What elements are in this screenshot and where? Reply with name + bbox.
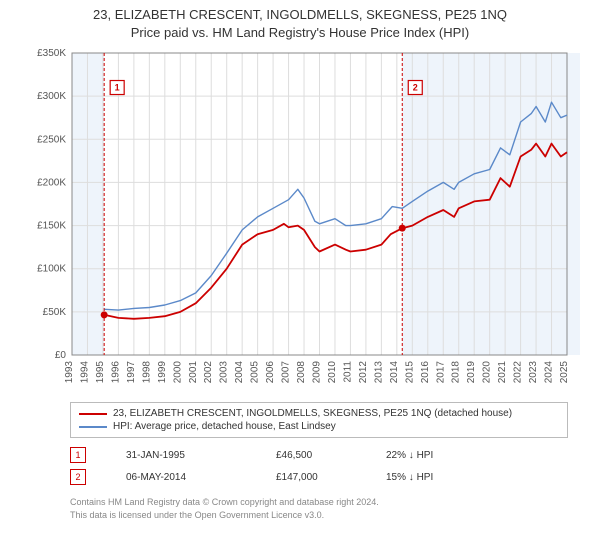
svg-text:2023: 2023: [528, 361, 539, 384]
chart-plot: £0 £50K £100K £150K £200K £250K £300K £350K 1993…: [20, 47, 580, 392]
svg-text:2007: 2007: [281, 361, 292, 384]
svg-text:1999: 1999: [157, 361, 168, 384]
svg-text:2025: 2025: [559, 361, 570, 384]
svg-text:1994: 1994: [79, 361, 90, 384]
svg-text:2005: 2005: [250, 361, 261, 384]
event-price: £46,500: [276, 450, 346, 461]
chart-title: 23, ELIZABETH CRESCENT, INGOLDMELLS, SKE…: [10, 6, 590, 41]
event-delta: 15% ↓ HPI: [386, 472, 433, 483]
svg-text:2024: 2024: [544, 361, 555, 384]
svg-text:£0: £0: [55, 350, 67, 361]
legend: 23, ELIZABETH CRESCENT, INGOLDMELLS, SKE…: [70, 402, 568, 438]
svg-text:2003: 2003: [219, 361, 230, 384]
svg-text:2015: 2015: [404, 361, 415, 384]
svg-text:£300K: £300K: [37, 91, 66, 102]
svg-text:2006: 2006: [265, 361, 276, 384]
event-row: 1 31-JAN-1995 £46,500 22% ↓ HPI: [70, 444, 568, 466]
svg-text:2011: 2011: [342, 361, 353, 383]
svg-text:1: 1: [115, 83, 120, 93]
svg-text:£250K: £250K: [37, 134, 66, 145]
chart-svg: £0 £50K £100K £150K £200K £250K £300K £350K 1993…: [20, 47, 580, 392]
event-marker-icon: 1: [70, 447, 86, 463]
title-address: 23, ELIZABETH CRESCENT, INGOLDMELLS, SKE…: [10, 6, 590, 24]
event-date: 31-JAN-1995: [126, 450, 236, 461]
title-subtitle: Price paid vs. HM Land Registry's House …: [10, 24, 590, 42]
svg-text:1993: 1993: [64, 361, 75, 384]
svg-text:2022: 2022: [513, 361, 524, 384]
svg-text:2002: 2002: [203, 361, 214, 384]
events-table: 1 31-JAN-1995 £46,500 22% ↓ HPI 2 06-MAY-2014…: [70, 444, 568, 488]
svg-text:2018: 2018: [451, 361, 462, 384]
svg-text:£50K: £50K: [43, 307, 67, 318]
svg-text:2016: 2016: [420, 361, 431, 384]
svg-text:2009: 2009: [312, 361, 323, 384]
svg-text:2010: 2010: [327, 361, 338, 384]
svg-text:1997: 1997: [126, 361, 137, 384]
legend-label: 23, ELIZABETH CRESCENT, INGOLDMELLS, SKE…: [113, 408, 512, 419]
svg-text:2017: 2017: [435, 361, 446, 384]
svg-text:2000: 2000: [172, 361, 183, 384]
legend-label: HPI: Average price, detached house, East…: [113, 421, 336, 432]
footer-line-1: Contains HM Land Registry data © Crown c…: [70, 496, 568, 509]
svg-text:£350K: £350K: [37, 48, 66, 59]
svg-text:2021: 2021: [497, 361, 508, 384]
svg-text:1995: 1995: [95, 361, 106, 384]
chart-container: 23, ELIZABETH CRESCENT, INGOLDMELLS, SKE…: [0, 0, 600, 560]
svg-text:2008: 2008: [296, 361, 307, 384]
legend-item: HPI: Average price, detached house, East…: [79, 420, 559, 433]
footer-line-2: This data is licensed under the Open Gov…: [70, 509, 568, 522]
svg-text:2001: 2001: [188, 361, 199, 384]
svg-text:£200K: £200K: [37, 178, 66, 189]
svg-text:2: 2: [413, 83, 418, 93]
svg-text:2004: 2004: [234, 361, 245, 384]
svg-text:£100K: £100K: [37, 264, 66, 275]
footer: Contains HM Land Registry data © Crown c…: [70, 496, 568, 521]
event-marker-icon: 2: [70, 469, 86, 485]
svg-text:2020: 2020: [482, 361, 493, 384]
legend-item: 23, ELIZABETH CRESCENT, INGOLDMELLS, SKE…: [79, 407, 559, 420]
svg-text:£150K: £150K: [37, 221, 66, 232]
svg-text:1996: 1996: [110, 361, 121, 384]
event-date: 06-MAY-2014: [126, 472, 236, 483]
legend-swatch: [79, 413, 107, 415]
svg-text:1998: 1998: [141, 361, 152, 384]
svg-text:2013: 2013: [373, 361, 384, 384]
legend-swatch: [79, 426, 107, 428]
svg-text:2012: 2012: [358, 361, 369, 384]
event-row: 2 06-MAY-2014 £147,000 15% ↓ HPI: [70, 466, 568, 488]
svg-text:2014: 2014: [389, 361, 400, 384]
event-price: £147,000: [276, 472, 346, 483]
svg-text:2019: 2019: [466, 361, 477, 384]
event-delta: 22% ↓ HPI: [386, 450, 433, 461]
